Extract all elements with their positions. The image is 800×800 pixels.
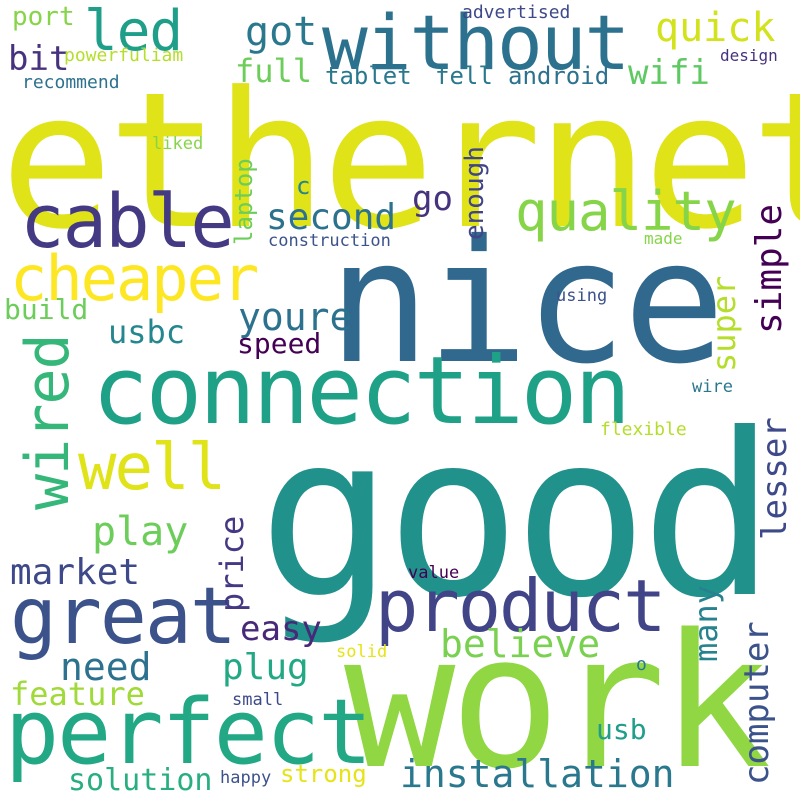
word-well: well bbox=[78, 431, 226, 505]
word-nice: nice bbox=[328, 204, 725, 402]
word-market: market bbox=[10, 552, 141, 593]
word-value: value bbox=[408, 563, 460, 583]
word-plug: plug bbox=[222, 647, 309, 688]
word-laptop: laptop bbox=[230, 158, 258, 245]
word-believe: believe bbox=[440, 622, 601, 666]
word-quality: quality bbox=[515, 180, 737, 243]
word-speed: speed bbox=[237, 327, 322, 360]
word-perfect: perfect bbox=[5, 680, 372, 785]
word-recommend: recommend bbox=[22, 72, 120, 93]
word-good: good bbox=[258, 386, 776, 648]
word-small: small bbox=[232, 690, 284, 710]
word-cable: cable bbox=[20, 179, 235, 265]
word-tablet: tablet bbox=[325, 62, 412, 90]
word-wired: wired bbox=[13, 334, 83, 510]
word-usb: usb bbox=[596, 713, 647, 746]
word-go: go bbox=[412, 179, 453, 219]
word-computer: computer bbox=[737, 621, 777, 785]
word-usbc: usbc bbox=[108, 313, 186, 351]
word-youre: youre bbox=[238, 295, 353, 339]
word-c: c bbox=[296, 172, 311, 200]
word-quick: quick bbox=[655, 5, 776, 51]
word-full: full bbox=[235, 52, 313, 90]
word-happy: happy bbox=[220, 768, 272, 788]
word-bit: bit bbox=[8, 39, 70, 79]
word-port: port bbox=[12, 2, 75, 32]
word-cheaper: cheaper bbox=[10, 242, 259, 315]
word-product: product bbox=[375, 564, 666, 648]
word-got: got bbox=[245, 9, 318, 55]
word-work: work bbox=[344, 594, 772, 800]
word-advertised: advertised bbox=[462, 2, 571, 23]
word-design: design bbox=[720, 46, 778, 65]
word-strong: strong bbox=[280, 760, 367, 788]
word-fell: fell bbox=[435, 62, 493, 90]
word-enough: enough bbox=[460, 146, 490, 240]
word-powerfuliam: powerfuliam bbox=[64, 45, 184, 66]
word-wire: wire bbox=[692, 377, 733, 397]
word-o: o bbox=[636, 654, 647, 675]
word-super: super bbox=[705, 275, 743, 372]
word-price: price bbox=[213, 515, 251, 612]
word-android: android bbox=[508, 62, 610, 90]
word-solid: solid bbox=[336, 642, 388, 662]
word-solution: solution bbox=[68, 763, 213, 798]
word-without: without bbox=[322, 0, 630, 87]
word-great: great bbox=[10, 572, 237, 662]
word-many: many bbox=[687, 584, 725, 662]
word-using: using bbox=[556, 286, 608, 306]
word-installation: installation bbox=[400, 752, 675, 796]
word-build: build bbox=[4, 293, 89, 326]
word-wifi: wifi bbox=[628, 53, 710, 93]
word-feature: feature bbox=[10, 675, 145, 713]
word-led: led bbox=[84, 0, 183, 64]
word-need: need bbox=[60, 645, 152, 689]
word-simple: simple bbox=[749, 203, 790, 334]
word-flexible: flexible bbox=[600, 419, 687, 440]
word-made: made bbox=[644, 229, 683, 248]
word-play: play bbox=[92, 509, 189, 555]
word-second: second bbox=[266, 197, 397, 238]
word-connection: connection bbox=[92, 337, 631, 446]
word-easy: easy bbox=[240, 609, 322, 649]
word-liked: liked bbox=[152, 134, 204, 154]
word-ethernet: ethernet bbox=[0, 52, 800, 271]
word-construction: construction bbox=[268, 231, 391, 251]
word-lesser: lesser bbox=[755, 417, 795, 540]
